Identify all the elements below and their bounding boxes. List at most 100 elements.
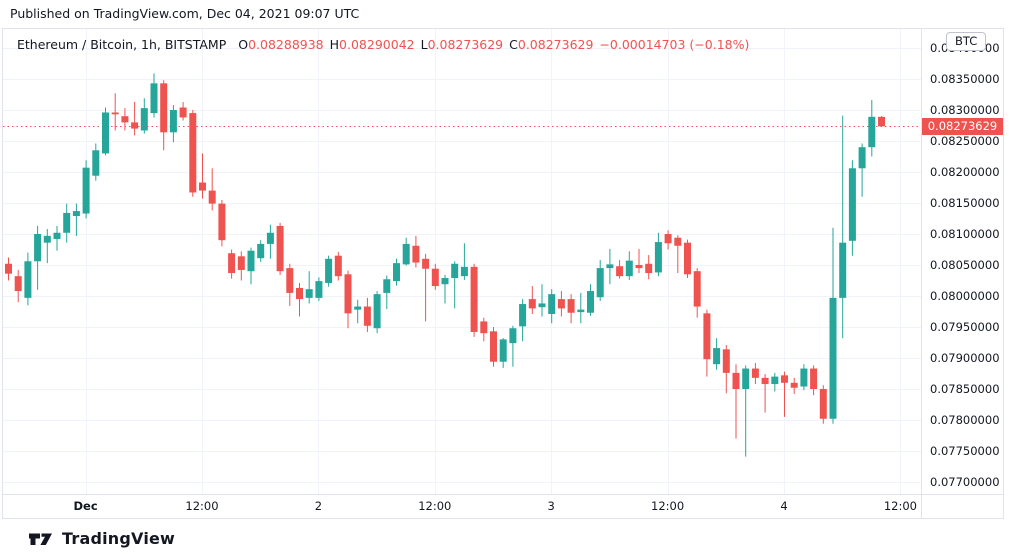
candle-body <box>218 203 226 241</box>
candle-body <box>121 116 129 123</box>
candle-body <box>412 245 420 263</box>
candle-body <box>606 264 614 269</box>
price-chart-plot[interactable] <box>3 29 921 495</box>
change-value: −0.00014703 (−0.18%) <box>599 37 750 52</box>
price-axis-label: 0.08150000 <box>930 196 1000 210</box>
candle-body <box>111 112 119 115</box>
high-label: H <box>329 37 340 52</box>
candle-body <box>228 253 236 274</box>
candle-body <box>538 303 546 308</box>
candle-body <box>92 150 100 176</box>
tradingview-logo-icon <box>29 533 52 545</box>
candle-body <box>654 242 662 273</box>
price-axis-label: 0.07850000 <box>930 382 1000 396</box>
chart-widget: Ethereum / Bitcoin, 1h, BITSTAMP O0.08288… <box>2 28 1004 519</box>
candle-body <box>315 281 323 298</box>
candle-body <box>169 110 177 133</box>
candle-body <box>645 263 653 274</box>
price-axis-label: 0.08250000 <box>930 134 1000 148</box>
candle-body <box>674 237 682 246</box>
price-scale-separator <box>921 29 922 518</box>
close-value: 0.08273629 <box>517 37 594 52</box>
price-axis-label: 0.08000000 <box>930 289 1000 303</box>
price-axis-label: 0.08350000 <box>930 72 1000 86</box>
time-axis-label: 12:00 <box>651 499 685 513</box>
candle-body <box>800 368 808 387</box>
price-axis-label: 0.08200000 <box>930 165 1000 179</box>
candle-body <box>781 375 788 383</box>
low-value: 0.08273629 <box>427 37 504 52</box>
high-value: 0.08290042 <box>339 37 415 52</box>
candle-body <box>548 294 556 314</box>
candle-body <box>858 147 866 169</box>
time-axis-label: Dec <box>73 499 98 513</box>
candle-body <box>470 266 478 332</box>
open-value: 0.08288938 <box>248 37 324 52</box>
price-plot-svg <box>3 29 921 495</box>
candle-body <box>402 243 410 265</box>
candle-body <box>557 299 565 309</box>
candle-body <box>848 168 856 241</box>
candle-body <box>179 107 187 118</box>
time-scale[interactable]: Dec 12:00 2 12:00 3 12:00 4 12:00 <box>3 495 921 518</box>
candle-body <box>140 108 148 131</box>
candle-body <box>868 116 876 148</box>
price-axis-label: 0.08300000 <box>930 103 1000 117</box>
candle-body <box>742 368 750 389</box>
candle-body <box>102 112 109 154</box>
candle-body <box>24 261 32 298</box>
candle-body <box>761 377 769 385</box>
symbol-title[interactable]: Ethereum / Bitcoin, 1h, BITSTAMP <box>17 37 227 52</box>
candle-body <box>839 242 847 298</box>
candle-body <box>131 122 139 129</box>
candle-body <box>34 234 42 262</box>
candle-body <box>528 299 536 309</box>
candle-body <box>305 289 313 298</box>
candle-body <box>286 268 294 293</box>
candle-body <box>237 256 245 270</box>
candle-body <box>441 278 449 285</box>
open-label: O <box>238 37 249 52</box>
candle-body <box>257 243 265 259</box>
price-axis-label: 0.07800000 <box>930 413 1000 427</box>
candle-body <box>577 309 585 313</box>
candle-body <box>63 212 71 233</box>
candle-body <box>722 349 730 373</box>
candle-body <box>422 258 430 269</box>
time-axis-label: 2 <box>314 499 323 513</box>
candle-body <box>519 304 527 327</box>
candle-body <box>499 339 507 362</box>
candle-body <box>247 250 255 272</box>
close-label: C <box>509 37 518 52</box>
candle-body <box>567 299 575 313</box>
candle-body <box>296 287 303 300</box>
price-scale[interactable]: 0.07700000 0.07750000 0.07800000 0.07850000… <box>922 29 1003 494</box>
unit-toggle-button[interactable]: BTC <box>946 32 987 51</box>
time-axis-label: 12:00 <box>883 499 917 513</box>
chart-legend[interactable]: Ethereum / Bitcoin, 1h, BITSTAMP O0.08288… <box>17 37 749 52</box>
candle-body <box>53 232 61 239</box>
candle-body <box>625 260 633 277</box>
candle-body <box>693 271 701 307</box>
candle-body <box>189 113 197 193</box>
candle-body <box>72 211 80 217</box>
candle-body <box>150 83 158 114</box>
candle-body <box>596 268 604 298</box>
candle-body <box>771 376 779 385</box>
candle-body <box>373 294 381 329</box>
candle-body <box>751 368 759 378</box>
candle-body <box>354 306 362 310</box>
candle-body <box>878 116 885 127</box>
candle-body <box>325 258 333 283</box>
candle-body <box>480 321 488 334</box>
tradingview-logo-text: TradingView <box>62 529 176 548</box>
candle-body <box>5 263 12 274</box>
price-axis-label: 0.07900000 <box>930 351 1000 365</box>
candle-body <box>684 242 691 275</box>
candle-body <box>490 331 497 362</box>
tradingview-logo[interactable]: TradingView <box>28 529 175 548</box>
price-axis-label: 0.08100000 <box>930 227 1000 241</box>
candle-body <box>82 167 90 214</box>
candle-body <box>334 255 342 277</box>
